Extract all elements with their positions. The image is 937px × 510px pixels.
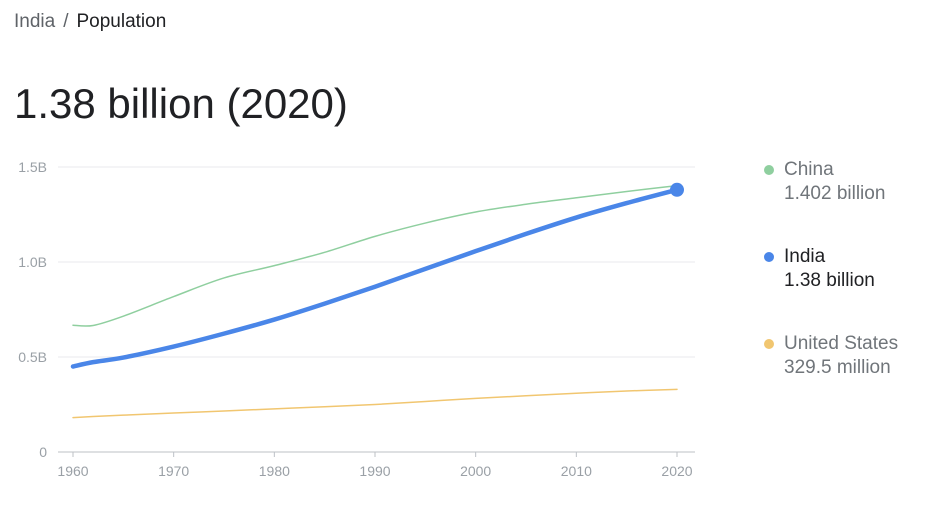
legend-name: China — [784, 159, 834, 180]
y-tick-label: 0 — [39, 444, 47, 460]
y-tick-label: 1.5B — [18, 159, 47, 175]
y-tick-label: 1.0B — [18, 254, 47, 270]
legend-value: 1.402 billion — [784, 183, 886, 204]
legend-dot — [764, 339, 774, 349]
headline-value: 1.38 billion (2020) — [14, 80, 348, 127]
legend-value: 329.5 million — [784, 357, 891, 378]
y-tick-label: 0.5B — [18, 349, 47, 365]
legend-item-china[interactable]: China 1.402 billion — [764, 158, 898, 206]
legend-dot — [764, 252, 774, 262]
highlight-point-india — [670, 182, 684, 197]
breadcrumb-current: Population — [76, 11, 167, 32]
legend-name: United States — [784, 333, 899, 354]
breadcrumb-separator: / — [63, 11, 69, 32]
legend-item-india[interactable]: India 1.38 billion — [764, 245, 898, 293]
x-tick-label: 1960 — [57, 463, 88, 479]
x-tick-label: 2020 — [661, 463, 692, 479]
chart-legend: China 1.402 billion India 1.38 billion U… — [764, 158, 898, 419]
breadcrumb-root-link[interactable]: India — [14, 11, 56, 32]
x-tick-label: 1990 — [359, 463, 390, 479]
x-tick-label: 1970 — [158, 463, 189, 479]
series-line-india — [70, 187, 680, 369]
x-tick-label: 2010 — [561, 463, 592, 479]
legend-value: 1.38 billion — [784, 270, 875, 291]
series-line-united-states — [72, 388, 678, 419]
x-tick-label: 1980 — [259, 463, 290, 479]
population-line-chart[interactable]: 0 0.5B 1.0B 1.5B 1960 1970 1980 1990 2000 2010 202… — [0, 150, 720, 490]
legend-item-united-states[interactable]: United States 329.5 million — [764, 332, 898, 380]
series-line-china — [72, 184, 678, 327]
legend-dot — [764, 165, 774, 175]
x-tick-label: 2000 — [460, 463, 491, 479]
breadcrumb: India / Population — [14, 11, 166, 33]
legend-name: India — [784, 246, 826, 267]
